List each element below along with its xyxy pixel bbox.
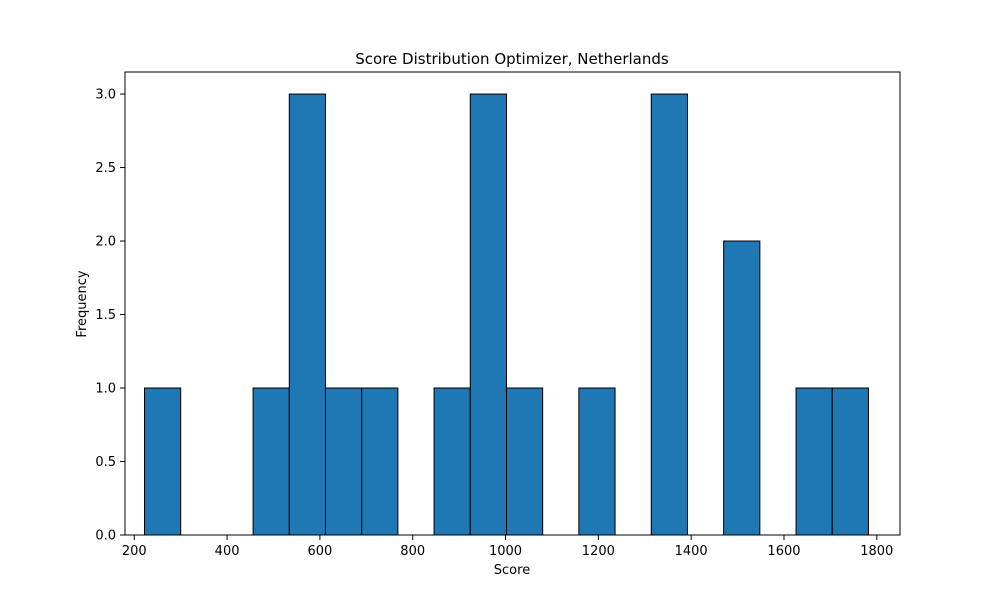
bars-group [143, 93, 869, 536]
histogram-bar [324, 387, 363, 536]
y-axis: 0.0 0.5 1.0 1.5 2.0 2.5 3.0 [95, 88, 125, 544]
x-tick-label: 400 [215, 544, 240, 559]
x-tick-label: 1000 [489, 544, 522, 559]
plot-frame [124, 71, 901, 536]
histogram-bar [288, 93, 326, 536]
x-tick-label: 1200 [582, 544, 615, 559]
x-tick-label: 1400 [675, 544, 708, 559]
x-axis: 200 400 600 800 1000 1200 1400 1600 1800 [122, 535, 893, 559]
histogram-bar [831, 387, 869, 536]
histogram-bar [795, 387, 833, 536]
histogram-bar [361, 387, 399, 536]
x-tick-label: 1800 [860, 544, 893, 559]
histogram-bar [650, 93, 688, 536]
x-axis-label: Score [494, 563, 530, 578]
y-tick-label: 2.0 [95, 235, 116, 250]
y-tick-label: 1.5 [95, 308, 116, 323]
histogram-bar [143, 387, 182, 536]
y-tick-label: 0.5 [95, 455, 116, 470]
histogram-bar [433, 387, 471, 536]
histogram-bar [505, 387, 544, 536]
histogram-bar [469, 93, 507, 536]
y-tick-label: 2.5 [95, 161, 116, 176]
y-tick-label: 0.0 [95, 529, 116, 544]
y-axis-label: Frequency [75, 270, 90, 337]
histogram-bar [578, 387, 616, 536]
x-tick-label: 600 [307, 544, 332, 559]
x-tick-label: 1600 [767, 544, 800, 559]
histogram-bar [252, 387, 290, 536]
chart-title: Score Distribution Optimizer, Netherland… [355, 50, 669, 68]
y-tick-label: 1.0 [95, 382, 116, 397]
histogram-bar [723, 240, 761, 536]
y-tick-label: 3.0 [95, 88, 116, 103]
x-tick-label: 200 [122, 544, 147, 559]
x-tick-label: 800 [400, 544, 425, 559]
